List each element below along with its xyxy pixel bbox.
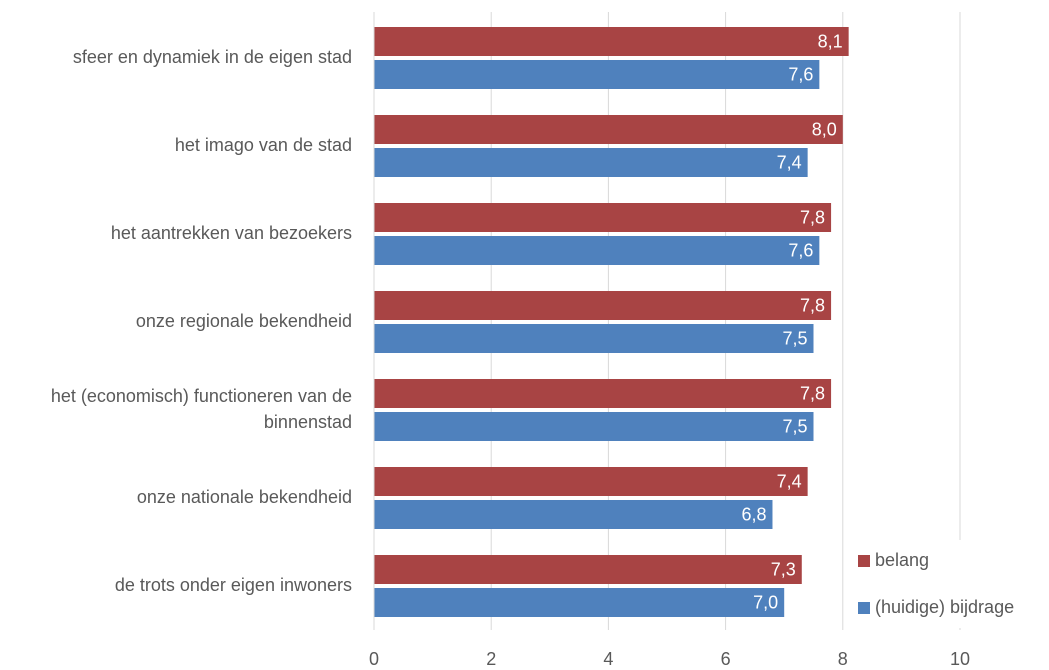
category-label: sfeer en dynamiek in de eigen stad: [72, 47, 352, 67]
bar: [374, 500, 773, 529]
x-tick-label: 6: [721, 649, 731, 669]
bar: [374, 115, 843, 144]
legend-label: belang: [875, 550, 929, 570]
bar: [374, 60, 820, 89]
value-label: 7,0: [753, 592, 778, 612]
bar: [374, 588, 785, 617]
bar: [374, 291, 832, 320]
bar: [374, 27, 849, 56]
value-label: 7,4: [777, 471, 802, 491]
bar: [374, 236, 820, 265]
legend-background: [850, 540, 1049, 628]
bar: [374, 555, 802, 584]
x-tick-label: 10: [950, 649, 970, 669]
legend-swatch: [858, 602, 870, 614]
value-label: 7,5: [782, 416, 807, 436]
category-label: het aantrekken van bezoekers: [110, 223, 352, 243]
value-label: 7,6: [788, 240, 813, 260]
category-label: het imago van de stad: [174, 135, 352, 155]
value-label: 7,8: [800, 207, 825, 227]
category-label: onze regionale bekendheid: [135, 311, 352, 331]
bar: [374, 467, 808, 496]
value-label: 8,0: [812, 119, 837, 139]
legend-label: (huidige) bijdrage: [875, 597, 1014, 617]
x-tick-label: 0: [369, 649, 379, 669]
bar: [374, 148, 808, 177]
value-label: 7,8: [800, 383, 825, 403]
value-label: 7,5: [782, 328, 807, 348]
category-label: onze nationale bekendheid: [136, 487, 352, 507]
value-label: 7,3: [771, 559, 796, 579]
legend-swatch: [858, 555, 870, 567]
category-label: de trots onder eigen inwoners: [114, 575, 352, 595]
x-tick-label: 2: [486, 649, 496, 669]
value-label: 7,8: [800, 295, 825, 315]
bar: [374, 324, 814, 353]
value-label: 7,6: [788, 64, 813, 84]
bar: [374, 379, 832, 408]
bar: [374, 203, 832, 232]
bar: [374, 412, 814, 441]
value-label: 7,4: [777, 152, 802, 172]
value-label: 8,1: [818, 31, 843, 51]
category-label: het (economisch) functioneren van de bin…: [50, 386, 352, 432]
x-tick-label: 8: [838, 649, 848, 669]
value-label: 6,8: [741, 504, 766, 524]
x-tick-label: 4: [603, 649, 613, 669]
